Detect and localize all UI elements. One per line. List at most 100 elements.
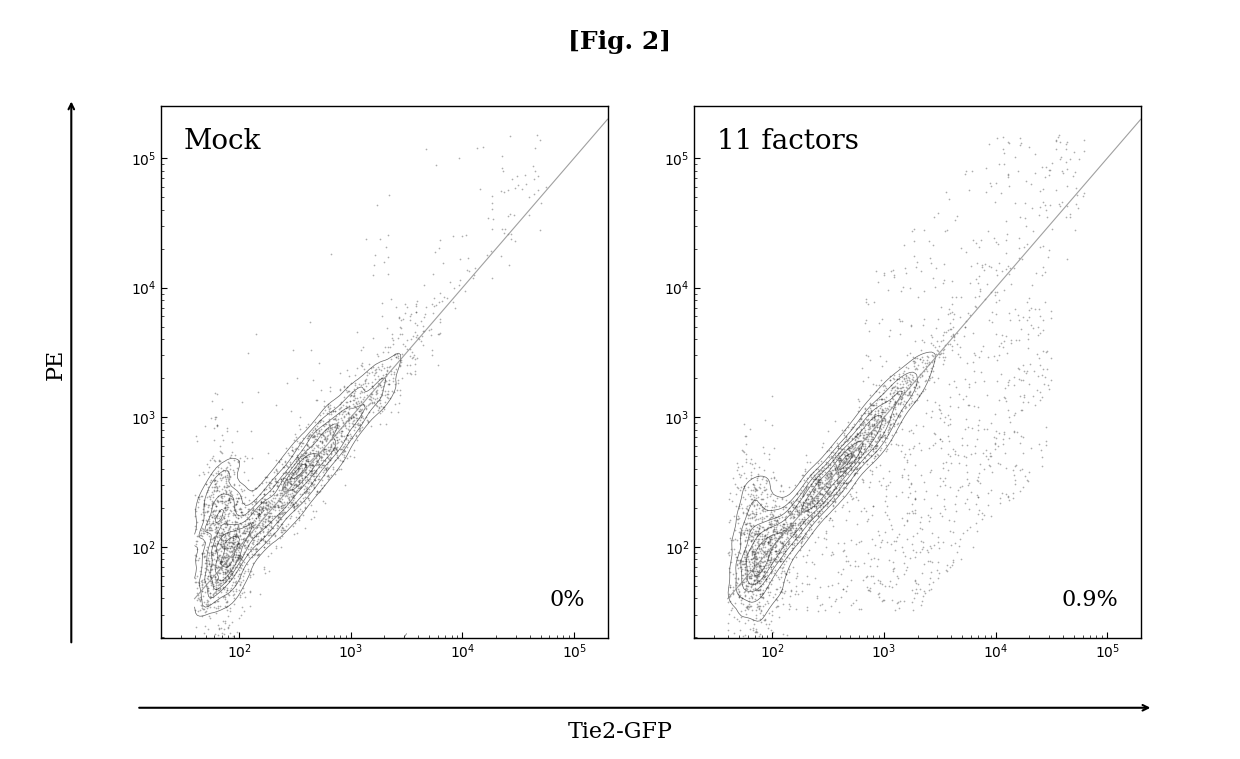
- Point: [1029, 326, 1049, 339]
- Point: [750, 607, 770, 619]
- Point: [252, 514, 272, 526]
- Point: [813, 464, 833, 476]
- Point: [188, 530, 208, 542]
- Point: [729, 579, 749, 591]
- Point: [335, 380, 355, 392]
- Point: [760, 586, 780, 598]
- Point: [765, 496, 785, 508]
- Point: [217, 581, 237, 594]
- Point: [192, 522, 212, 534]
- Point: [1004, 407, 1024, 419]
- Point: [1045, 134, 1065, 146]
- Point: [817, 493, 837, 505]
- Point: [278, 479, 298, 491]
- Point: [750, 499, 770, 512]
- Point: [321, 441, 341, 453]
- Point: [761, 531, 781, 543]
- Point: [919, 356, 939, 368]
- Point: [250, 525, 270, 537]
- Point: [272, 473, 291, 485]
- Point: [336, 419, 356, 431]
- Point: [290, 487, 310, 499]
- Point: [770, 522, 790, 534]
- Point: [207, 527, 227, 539]
- Point: [833, 462, 853, 474]
- Point: [749, 551, 769, 563]
- Point: [217, 559, 237, 571]
- Point: [836, 449, 856, 461]
- Point: [738, 614, 758, 626]
- Point: [774, 535, 794, 547]
- Point: [195, 499, 215, 511]
- Point: [816, 527, 836, 539]
- Point: [835, 465, 854, 477]
- Point: [242, 425, 262, 437]
- Point: [926, 335, 946, 347]
- Point: [884, 381, 904, 393]
- Point: [190, 591, 210, 603]
- Point: [305, 429, 325, 441]
- Point: [229, 589, 249, 601]
- Point: [197, 518, 217, 531]
- Point: [249, 509, 269, 521]
- Point: [874, 406, 894, 418]
- Point: [988, 294, 1008, 306]
- Point: [322, 426, 342, 438]
- Point: [232, 485, 252, 497]
- Point: [224, 528, 244, 540]
- Point: [746, 528, 766, 540]
- Point: [227, 528, 247, 540]
- Point: [253, 496, 273, 509]
- Point: [739, 572, 759, 584]
- Point: [918, 354, 937, 366]
- Point: [742, 497, 761, 509]
- Point: [890, 398, 910, 410]
- Point: [1011, 404, 1030, 416]
- Point: [286, 478, 306, 490]
- Point: [869, 386, 889, 398]
- Point: [216, 591, 236, 603]
- Point: [234, 484, 254, 496]
- Point: [234, 497, 254, 509]
- Point: [735, 584, 755, 597]
- Point: [725, 478, 745, 490]
- Point: [835, 449, 854, 461]
- Point: [923, 405, 942, 417]
- Point: [745, 484, 765, 496]
- Point: [756, 510, 776, 522]
- Point: [317, 452, 337, 465]
- Point: [223, 532, 243, 544]
- Point: [202, 496, 222, 509]
- Point: [386, 378, 405, 390]
- Point: [937, 224, 957, 236]
- Point: [397, 367, 417, 379]
- Point: [238, 543, 258, 556]
- Point: [259, 537, 279, 550]
- Point: [394, 307, 414, 319]
- Point: [899, 398, 919, 410]
- Point: [296, 460, 316, 472]
- Point: [764, 553, 784, 565]
- Point: [849, 451, 869, 463]
- Point: [738, 524, 758, 537]
- Point: [838, 468, 858, 480]
- Point: [352, 386, 372, 398]
- Point: [274, 524, 294, 536]
- Point: [771, 521, 791, 533]
- Point: [872, 415, 892, 427]
- Point: [207, 573, 227, 585]
- Point: [794, 550, 813, 562]
- Point: [309, 458, 329, 470]
- Point: [327, 445, 347, 457]
- Point: [274, 461, 294, 473]
- Point: [198, 582, 218, 594]
- Point: [853, 432, 873, 444]
- Point: [247, 537, 267, 550]
- Point: [254, 488, 274, 500]
- Point: [934, 342, 954, 354]
- Point: [200, 610, 219, 622]
- Point: [250, 488, 270, 500]
- Point: [254, 541, 274, 553]
- Point: [759, 589, 779, 601]
- Point: [880, 386, 900, 398]
